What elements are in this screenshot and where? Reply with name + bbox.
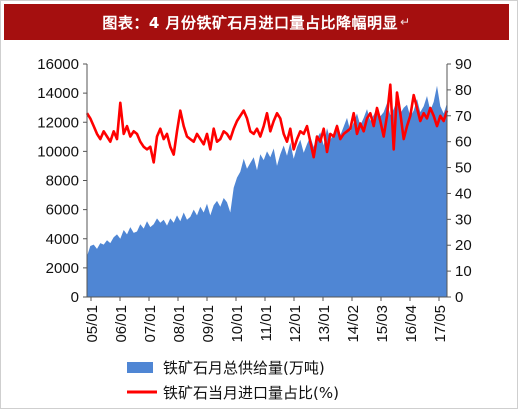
x-tick-label: 13/01 (316, 305, 333, 343)
x-tick-label: 07/01 (142, 305, 159, 343)
right-y-tick-label: 70 (455, 108, 472, 125)
x-tick-label: 09/01 (200, 305, 217, 343)
right-y-tick-label: 30 (455, 211, 472, 228)
legend-area-label: 铁矿石月总供给量(万吨) (163, 359, 325, 377)
left-y-tick-label: 12000 (37, 114, 79, 131)
x-tick-label: 16/04 (403, 305, 420, 343)
supply-area-series (87, 85, 447, 297)
line-layer (85, 83, 449, 164)
x-tick-label: 14/02 (345, 305, 362, 343)
right-y-tick-label: 40 (455, 185, 472, 202)
paragraph-mark: ↵ (400, 15, 411, 29)
right-y-tick-label: 80 (455, 82, 472, 99)
x-tick-label: 15/03 (374, 305, 391, 343)
import-share-line-series (85, 83, 449, 164)
right-y-tick-label: 20 (455, 237, 472, 254)
area-layer (87, 85, 447, 297)
chart-title: 图表：4 月份铁矿石月进口量占比降幅明显 (102, 13, 399, 32)
chart-title-bar: 图表：4 月份铁矿石月进口量占比降幅明显 ↵ (4, 4, 509, 40)
x-tick-label: 11/01 (258, 305, 275, 341)
left-y-tick-label: 6000 (46, 202, 79, 219)
right-y-tick-label: 0 (455, 289, 463, 306)
right-y-tick-label: 10 (455, 263, 472, 280)
legend-area-swatch (127, 362, 153, 373)
left-y-tick-label: 10000 (37, 143, 79, 160)
right-y-tick-label: 90 (455, 56, 472, 73)
left-y-tick-label: 8000 (46, 173, 79, 190)
left-y-tick-label: 2000 (46, 260, 79, 277)
x-tick-label: 12/01 (287, 305, 304, 343)
legend: 铁矿石月总供给量(万吨) 铁矿石当月进口量占比(%) (127, 359, 339, 402)
x-tick-label: 05/01 (84, 305, 101, 343)
right-y-tick-label: 60 (455, 134, 472, 151)
left-y-tick-label: 16000 (37, 56, 79, 73)
left-y-tick-label: 4000 (46, 231, 79, 248)
legend-line-label: 铁矿石当月进口量占比(%) (163, 384, 339, 402)
right-y-tick-label: 50 (455, 160, 472, 177)
left-y-tick-label: 14000 (37, 85, 79, 102)
left-y-tick-label: 0 (71, 289, 79, 306)
x-tick-label: 10/01 (229, 305, 246, 343)
x-tick-label: 06/01 (113, 305, 130, 343)
x-tick-label: 08/01 (171, 305, 188, 343)
axes-layer: 0 2000 4000 6000 8000 10000 12000 14000 16000 0 10… (37, 56, 471, 343)
x-tick-label: 17/05 (432, 305, 449, 343)
